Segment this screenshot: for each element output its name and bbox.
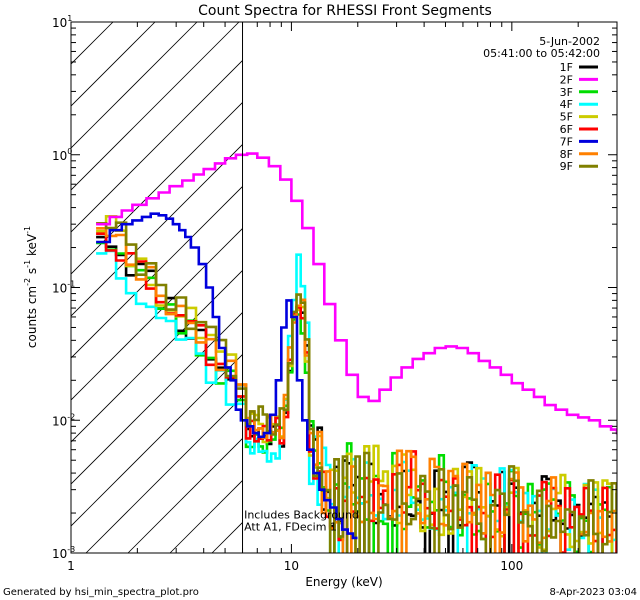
legend-label-6F: 6F [560, 123, 573, 136]
hatch-line [85, 395, 243, 553]
legend-label-3F: 3F [560, 86, 573, 99]
y-tick-label: 101 [52, 14, 72, 30]
series-7F [96, 212, 358, 540]
series-group [96, 152, 617, 553]
footer-date: 8-Apr-2023 03:04 [550, 587, 637, 598]
y-tick-labels: 10-3 10-2 10-1 100 101 [52, 14, 75, 561]
y-axis-label: counts cm-2 s-1 keV-1 [23, 226, 39, 348]
footer-generated-by: Generated by hsi_min_spectra_plot.pro [3, 587, 199, 598]
hatched-region [71, 22, 243, 553]
hatch-line [71, 22, 198, 149]
legend-label-2F: 2F [560, 73, 573, 86]
hatch-line [71, 311, 243, 485]
series-9F [96, 221, 617, 553]
time-range-label: 05:41:00 to 05:42:00 [483, 47, 600, 60]
y-tick-label: 10-2 [52, 412, 75, 428]
axis-ticks [70, 21, 618, 554]
x-tick-label: 1 [67, 559, 75, 573]
x-tick-label: 100 [500, 559, 523, 573]
y-tick-label: 100 [52, 147, 72, 163]
legend-label-5F: 5F [560, 111, 573, 124]
annotation-attenuator: Att A1, FDecim 1 [244, 520, 337, 533]
hatch-line [71, 101, 243, 275]
series-2F [96, 152, 617, 435]
annotation-background: Includes Background [244, 508, 359, 521]
legend-label-1F: 1F [560, 61, 573, 74]
hatch-line [71, 353, 243, 527]
legend-label-8F: 8F [560, 148, 573, 161]
hatch-line [71, 143, 243, 317]
legend-label-9F: 9F [560, 160, 573, 173]
hatch-line [127, 437, 243, 553]
legend-label-4F: 4F [560, 98, 573, 111]
x-axis-label: Energy (keV) [305, 575, 382, 589]
hatch-line [71, 59, 243, 233]
hatch-line [71, 185, 243, 359]
x-tick-labels: 1 10 100 [67, 559, 523, 573]
hatch-line [211, 521, 243, 553]
hatch-line [71, 22, 240, 191]
hatch-line [71, 269, 243, 443]
date-label: 5-Jun-2002 [539, 35, 600, 48]
hatch-line [71, 227, 243, 401]
legend-label-7F: 7F [560, 135, 573, 148]
x-tick-label: 10 [284, 559, 299, 573]
y-tick-label: 10-1 [52, 280, 75, 296]
y-tick-label: 10-3 [52, 545, 75, 561]
chart-title: Count Spectra for RHESSI Front Segments [198, 3, 492, 19]
series-6F [96, 232, 617, 553]
